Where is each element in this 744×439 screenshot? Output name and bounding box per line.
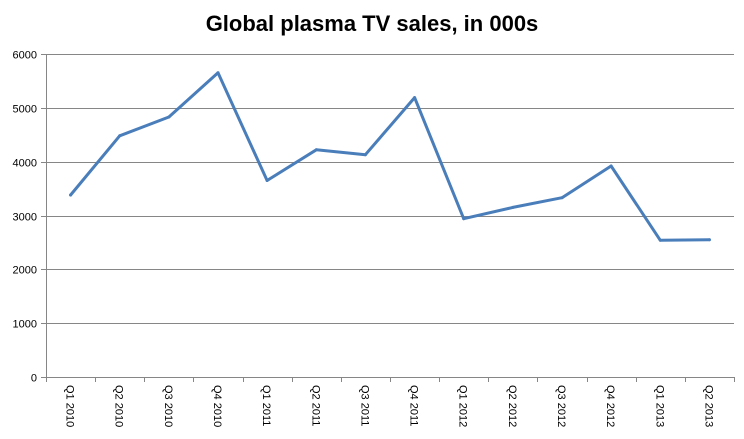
data-point (314, 148, 318, 152)
data-point (413, 96, 417, 100)
y-tick-label: 4000 (13, 158, 37, 170)
x-tick-label: Q2 2013 (702, 385, 714, 427)
x-tick-label: Q1 2012 (457, 385, 469, 427)
data-point (118, 134, 122, 138)
y-axis-ticks: 0 1000 2000 3000 4000 5000 6000 (13, 50, 46, 385)
x-axis-ticks: Q1 2010 Q2 2010 Q3 2010 Q4 2010 Q1 2011 Q2 20… (46, 377, 735, 427)
y-tick-label: 1000 (13, 319, 37, 331)
data-point (216, 71, 220, 75)
x-tick-label: Q2 2012 (506, 385, 518, 427)
data-point (511, 205, 515, 209)
y-tick-label: 3000 (13, 212, 37, 224)
data-point (462, 217, 466, 221)
series (69, 71, 711, 242)
x-tick-label: Q4 2012 (604, 385, 616, 427)
y-tick-label: 2000 (13, 265, 37, 277)
data-point (707, 238, 711, 242)
gridlines (46, 54, 734, 324)
x-tick-label: Q2 2010 (113, 385, 125, 427)
data-point (69, 193, 73, 197)
data-point (609, 164, 613, 168)
data-point (560, 196, 564, 200)
y-tick-label: 6000 (13, 50, 37, 62)
x-tick-label: Q1 2013 (653, 385, 665, 427)
data-point (265, 179, 269, 182)
data-point (658, 238, 662, 242)
chart-title: Global plasma TV sales, in 000s (206, 11, 539, 36)
x-tick-label: Q3 2010 (162, 385, 174, 427)
x-tick-label: Q4 2011 (408, 385, 420, 426)
x-tick-label: Q1 2011 (260, 385, 272, 426)
x-tick-label: Q2 2011 (309, 385, 321, 426)
x-tick-label: Q1 2010 (64, 385, 76, 427)
data-point (363, 153, 367, 157)
axes (46, 54, 734, 378)
x-tick-label: Q4 2010 (211, 385, 223, 427)
data-point (167, 115, 171, 119)
series-line (69, 71, 711, 242)
y-tick-label: 5000 (13, 104, 37, 116)
x-tick-label: Q3 2012 (555, 385, 567, 427)
y-tick-label: 0 (31, 373, 37, 385)
x-tick-label: Q3 2011 (358, 385, 370, 426)
